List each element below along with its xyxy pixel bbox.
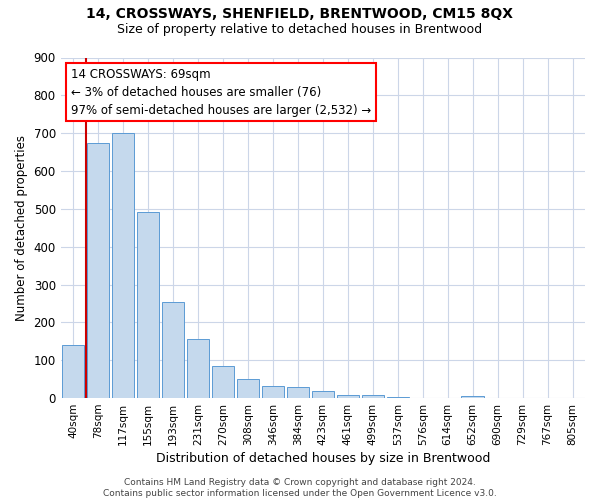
Text: Size of property relative to detached houses in Brentwood: Size of property relative to detached ho… bbox=[118, 22, 482, 36]
Bar bbox=[112, 133, 134, 398]
Bar bbox=[87, 142, 109, 398]
Text: Contains HM Land Registry data © Crown copyright and database right 2024.
Contai: Contains HM Land Registry data © Crown c… bbox=[103, 478, 497, 498]
Text: 14 CROSSWAYS: 69sqm
← 3% of detached houses are smaller (76)
97% of semi-detache: 14 CROSSWAYS: 69sqm ← 3% of detached hou… bbox=[71, 68, 371, 116]
Bar bbox=[337, 395, 359, 398]
Bar bbox=[62, 345, 85, 398]
X-axis label: Distribution of detached houses by size in Brentwood: Distribution of detached houses by size … bbox=[155, 452, 490, 465]
Bar bbox=[236, 379, 259, 398]
Bar bbox=[137, 212, 159, 398]
Bar bbox=[187, 340, 209, 398]
Bar bbox=[311, 390, 334, 398]
Bar bbox=[287, 388, 309, 398]
Bar bbox=[162, 302, 184, 398]
Bar bbox=[386, 397, 409, 398]
Bar bbox=[212, 366, 234, 398]
Bar bbox=[262, 386, 284, 398]
Y-axis label: Number of detached properties: Number of detached properties bbox=[15, 135, 28, 321]
Text: 14, CROSSWAYS, SHENFIELD, BRENTWOOD, CM15 8QX: 14, CROSSWAYS, SHENFIELD, BRENTWOOD, CM1… bbox=[86, 8, 514, 22]
Bar bbox=[461, 396, 484, 398]
Bar bbox=[362, 395, 384, 398]
